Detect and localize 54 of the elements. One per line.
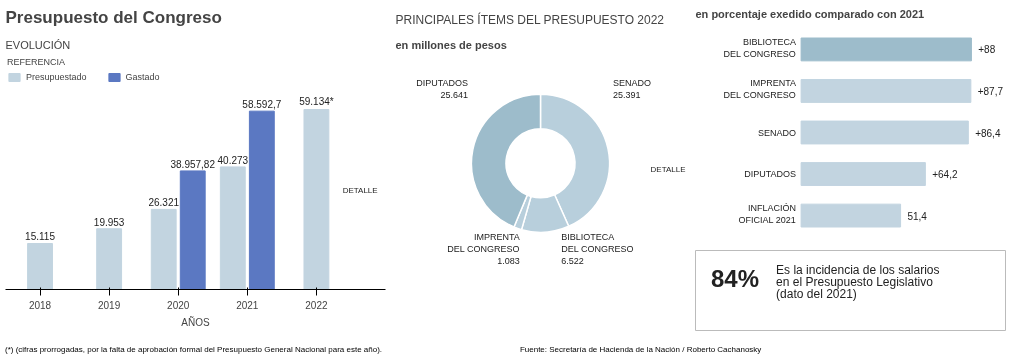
data-label: 51,4: [907, 210, 928, 222]
x-tick-label: 2018: [28, 299, 52, 311]
slice-label: BIBLIOTECA DEL CONGRESO: [561, 232, 634, 255]
bar: [800, 203, 902, 228]
data-label: 58.592,7: [242, 99, 282, 111]
chart-title: en porcentaje exedido comparado con 2021: [695, 7, 925, 20]
y-tick-label: INFLACIÓN OFICIAL 2021: [738, 203, 796, 226]
data-label: +86,4: [975, 127, 1001, 139]
data-label: 1.083: [497, 256, 520, 267]
slice-label: SENADO: [613, 78, 652, 89]
data-label: 25.391: [613, 90, 641, 101]
text: Es la incidencia de los salarios en el Presupuesto Legislativo (dato del 2021): [776, 262, 940, 301]
y-tick-label: IMPRENTA DEL CONGRESO: [723, 78, 796, 101]
slice-label: IMPRENTA DEL CONGRESO: [447, 232, 520, 255]
y-tick-label: SENADO: [757, 127, 796, 138]
data-label: 40.273: [217, 154, 249, 166]
legend-title: REFERENCIA: [7, 57, 66, 67]
bar: [800, 120, 969, 145]
data-label: +88: [978, 44, 996, 56]
x-axis-title: AÑOS: [181, 315, 210, 328]
x-tick-label: 2020: [167, 299, 190, 311]
y-tick-label: DIPUTADOS: [744, 169, 796, 180]
bar: [96, 228, 123, 290]
annotation: DETALLE: [342, 186, 378, 195]
data-label: 26.321: [148, 197, 180, 209]
y-tick-label: BIBLIOTECA DEL CONGRESO: [723, 36, 796, 59]
bar: [800, 162, 926, 186]
bar: [248, 110, 275, 290]
data-label: 6.522: [561, 256, 584, 267]
data-label: 59.134*: [299, 95, 334, 107]
bar: [179, 170, 206, 290]
chart-title: Presupuesto del Congreso: [5, 7, 222, 27]
data-label: +64,2: [932, 169, 958, 181]
data-label: +87,7: [977, 85, 1004, 97]
bar: [303, 109, 330, 290]
data-label: 25.641: [440, 90, 468, 101]
text: (*) (cifras prorrogadas, por la falta de aprobación formal del Presupuesto General Nacional para este año). Fuente: Secretaría de Hacienda de la Nación / Roberto Cachanosky: [5, 345, 762, 354]
text: 84%: [711, 265, 760, 292]
bar: [27, 242, 53, 290]
data-label: 19.953: [93, 216, 125, 228]
slice-label: DIPUTADOS: [416, 78, 469, 89]
data-label: 15.115: [25, 231, 56, 243]
chart-title: PRINCIPALES ÍTEMS DEL PRESUPUESTO 2022: [395, 11, 665, 27]
x-tick-label: 2021: [236, 299, 259, 311]
legend-label: Presupuestado: [26, 72, 87, 82]
chart-subtitle: en millones de pesos: [395, 38, 507, 51]
data-label: 38.957,82: [170, 158, 216, 170]
bar: [800, 79, 972, 103]
x-tick-label: 2019: [98, 299, 121, 311]
bar: [800, 37, 972, 62]
legend-label: Gastado: [125, 72, 160, 82]
x-tick-label: 2022: [305, 299, 328, 311]
text: DETALLE: [650, 164, 686, 174]
chart-subtitle: EVOLUCIÓN: [5, 38, 71, 51]
